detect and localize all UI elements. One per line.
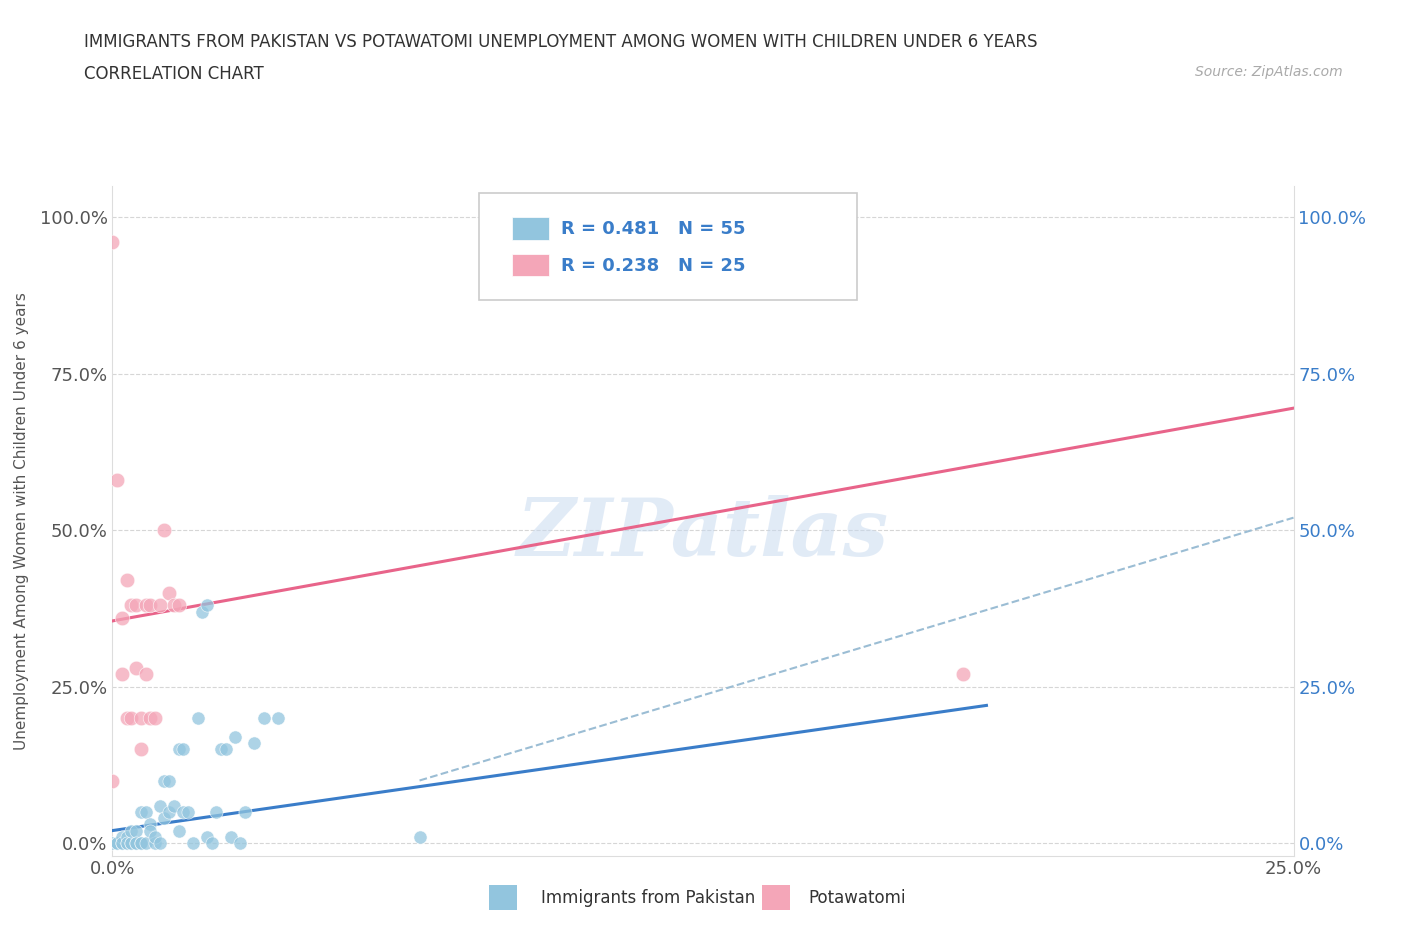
Point: [149, 598, 172, 613]
Bar: [762, 885, 790, 910]
Point: [111, 836, 134, 851]
Point: [157, 773, 180, 788]
Point: [205, 804, 228, 819]
Point: [125, 598, 148, 613]
Point: [172, 804, 194, 819]
Point: [253, 711, 276, 725]
Point: [115, 836, 138, 851]
Point: [111, 667, 134, 682]
Text: Immigrants from Pakistan: Immigrants from Pakistan: [541, 889, 755, 907]
Point: [167, 742, 190, 757]
Point: [201, 836, 224, 851]
Point: [139, 823, 162, 838]
Point: [120, 823, 142, 838]
Point: [167, 598, 190, 613]
Point: [224, 729, 246, 744]
Text: Potawatomi: Potawatomi: [808, 889, 905, 907]
Point: [215, 742, 238, 757]
Point: [115, 836, 138, 851]
Point: [105, 472, 128, 487]
Point: [243, 736, 266, 751]
Point: [163, 598, 186, 613]
Point: [129, 742, 152, 757]
Point: [115, 830, 138, 844]
Text: R = 0.238   N = 25: R = 0.238 N = 25: [561, 257, 745, 274]
Bar: [512, 254, 550, 276]
Point: [143, 830, 166, 844]
Point: [135, 804, 157, 819]
Point: [129, 711, 152, 725]
Text: ZIPatlas: ZIPatlas: [517, 496, 889, 573]
Point: [186, 711, 208, 725]
Point: [105, 836, 128, 851]
Point: [229, 836, 252, 851]
Point: [209, 742, 232, 757]
Text: CORRELATION CHART: CORRELATION CHART: [84, 65, 264, 83]
Point: [125, 836, 148, 851]
Point: [139, 817, 162, 831]
Point: [233, 804, 256, 819]
Point: [111, 830, 134, 844]
Point: [101, 235, 124, 250]
Point: [111, 610, 134, 625]
Point: [105, 836, 128, 851]
FancyBboxPatch shape: [478, 193, 856, 299]
Point: [135, 667, 157, 682]
Point: [111, 836, 134, 851]
Point: [101, 836, 124, 851]
Point: [120, 598, 142, 613]
Point: [408, 830, 430, 844]
Point: [157, 804, 180, 819]
Point: [195, 598, 218, 613]
Point: [120, 836, 142, 851]
Point: [125, 836, 148, 851]
Y-axis label: Unemployment Among Women with Children Under 6 years: Unemployment Among Women with Children U…: [14, 292, 28, 750]
Point: [120, 836, 142, 851]
Point: [115, 711, 138, 725]
Point: [172, 742, 194, 757]
Point: [153, 811, 176, 826]
Point: [115, 573, 138, 588]
Point: [177, 804, 200, 819]
Point: [149, 836, 172, 851]
Point: [157, 585, 180, 600]
Point: [101, 773, 124, 788]
Point: [101, 836, 124, 851]
Point: [952, 667, 974, 682]
Point: [139, 598, 162, 613]
Text: R = 0.481   N = 55: R = 0.481 N = 55: [561, 219, 745, 238]
Point: [219, 830, 242, 844]
Point: [129, 836, 152, 851]
Bar: [512, 218, 550, 240]
Point: [195, 830, 218, 844]
Point: [191, 604, 214, 619]
Point: [267, 711, 290, 725]
Point: [125, 660, 148, 675]
Point: [153, 523, 176, 538]
Point: [143, 711, 166, 725]
Point: [139, 711, 162, 725]
Point: [129, 836, 152, 851]
Point: [167, 823, 190, 838]
Point: [181, 836, 204, 851]
Point: [125, 823, 148, 838]
Bar: [489, 885, 517, 910]
Point: [149, 798, 172, 813]
Point: [129, 804, 152, 819]
Point: [105, 836, 128, 851]
Point: [163, 798, 186, 813]
Point: [153, 773, 176, 788]
Point: [143, 836, 166, 851]
Point: [120, 711, 142, 725]
Point: [135, 836, 157, 851]
Text: IMMIGRANTS FROM PAKISTAN VS POTAWATOMI UNEMPLOYMENT AMONG WOMEN WITH CHILDREN UN: IMMIGRANTS FROM PAKISTAN VS POTAWATOMI U…: [84, 33, 1038, 50]
Point: [135, 598, 157, 613]
Text: Source: ZipAtlas.com: Source: ZipAtlas.com: [1195, 65, 1343, 79]
